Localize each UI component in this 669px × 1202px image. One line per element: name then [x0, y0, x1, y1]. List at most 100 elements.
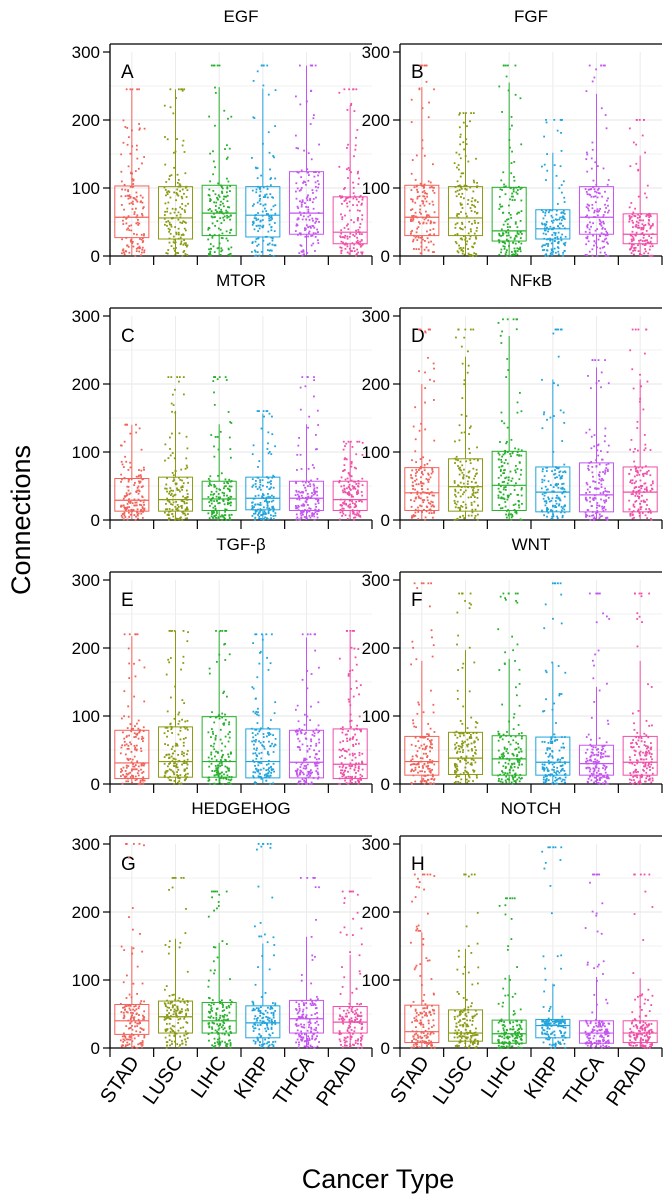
data-point	[301, 200, 304, 203]
data-point	[252, 444, 255, 447]
data-point	[465, 778, 468, 781]
data-point	[270, 486, 273, 489]
box-lihc	[201, 716, 237, 778]
data-point	[264, 513, 267, 515]
data-point	[209, 254, 212, 257]
data-point	[219, 254, 222, 256]
data-point	[461, 238, 464, 241]
data-point	[121, 516, 124, 519]
data-point	[462, 476, 464, 479]
data-point	[416, 755, 419, 758]
data-point	[306, 763, 309, 766]
data-point	[541, 493, 544, 496]
data-point	[338, 481, 341, 484]
data-point	[414, 211, 417, 214]
data-point	[314, 492, 316, 495]
data-point	[423, 218, 426, 221]
data-point	[358, 751, 361, 754]
data-point	[460, 187, 463, 190]
data-point	[229, 421, 232, 423]
data-point	[228, 478, 231, 481]
data-point	[348, 753, 351, 756]
data-point	[592, 234, 594, 237]
data-point	[220, 237, 223, 239]
data-point	[542, 413, 545, 416]
data-point	[271, 243, 274, 246]
box-lusc	[157, 476, 194, 512]
data-point	[305, 218, 307, 221]
data-point	[465, 475, 468, 478]
data-point	[455, 242, 458, 245]
data-point	[464, 489, 467, 492]
data-point	[601, 246, 604, 249]
data-point	[314, 185, 317, 188]
data-point	[213, 376, 216, 378]
panel-letter: C	[121, 326, 135, 347]
data-point	[225, 209, 228, 212]
data-point	[458, 467, 460, 470]
data-point	[142, 240, 145, 242]
data-point	[343, 227, 346, 229]
data-point	[230, 485, 233, 488]
data-point	[472, 769, 475, 772]
data-point	[422, 482, 425, 485]
data-point	[587, 469, 590, 471]
data-point	[432, 644, 435, 647]
data-point	[601, 477, 603, 480]
data-point	[458, 473, 461, 476]
data-point	[465, 188, 468, 191]
data-point	[432, 221, 435, 224]
data-point	[223, 494, 225, 497]
data-point	[352, 511, 355, 514]
data-point	[128, 506, 131, 508]
data-point	[420, 472, 423, 474]
data-point	[184, 467, 187, 470]
data-point	[125, 494, 128, 497]
data-point	[638, 226, 641, 229]
data-point	[124, 508, 127, 511]
data-point	[585, 492, 587, 494]
data-point	[259, 502, 262, 504]
data-point	[597, 210, 599, 213]
data-point	[649, 226, 652, 228]
data-point	[636, 449, 639, 452]
data-point	[341, 748, 344, 751]
data-point	[591, 141, 594, 144]
data-point	[501, 481, 504, 484]
data-point	[130, 508, 133, 511]
data-point	[138, 128, 141, 131]
data-point	[472, 489, 475, 492]
data-point	[213, 403, 216, 406]
data-point	[133, 744, 136, 747]
data-point	[215, 767, 218, 770]
data-point	[306, 715, 309, 718]
data-point	[216, 378, 219, 381]
data-point	[500, 411, 503, 414]
data-point	[419, 252, 422, 255]
data-point	[460, 469, 463, 472]
data-point	[466, 483, 469, 485]
data-point	[342, 241, 344, 244]
data-point	[316, 448, 318, 450]
data-point	[122, 731, 124, 734]
data-point	[135, 748, 138, 751]
data-point	[505, 513, 507, 516]
data-point	[598, 517, 601, 520]
data-point	[343, 484, 345, 487]
data-point	[214, 505, 217, 508]
data-point	[171, 770, 174, 773]
data-point	[635, 119, 638, 121]
data-point	[468, 646, 471, 649]
data-point	[216, 772, 219, 775]
data-point	[120, 252, 123, 255]
data-point	[633, 506, 636, 508]
data-point	[466, 203, 469, 205]
data-point	[258, 503, 261, 506]
data-point	[178, 711, 181, 714]
data-point	[593, 445, 596, 448]
data-point	[433, 505, 435, 508]
data-point	[255, 749, 258, 752]
data-point	[300, 245, 303, 247]
data-point	[353, 516, 355, 519]
data-point	[270, 483, 272, 485]
